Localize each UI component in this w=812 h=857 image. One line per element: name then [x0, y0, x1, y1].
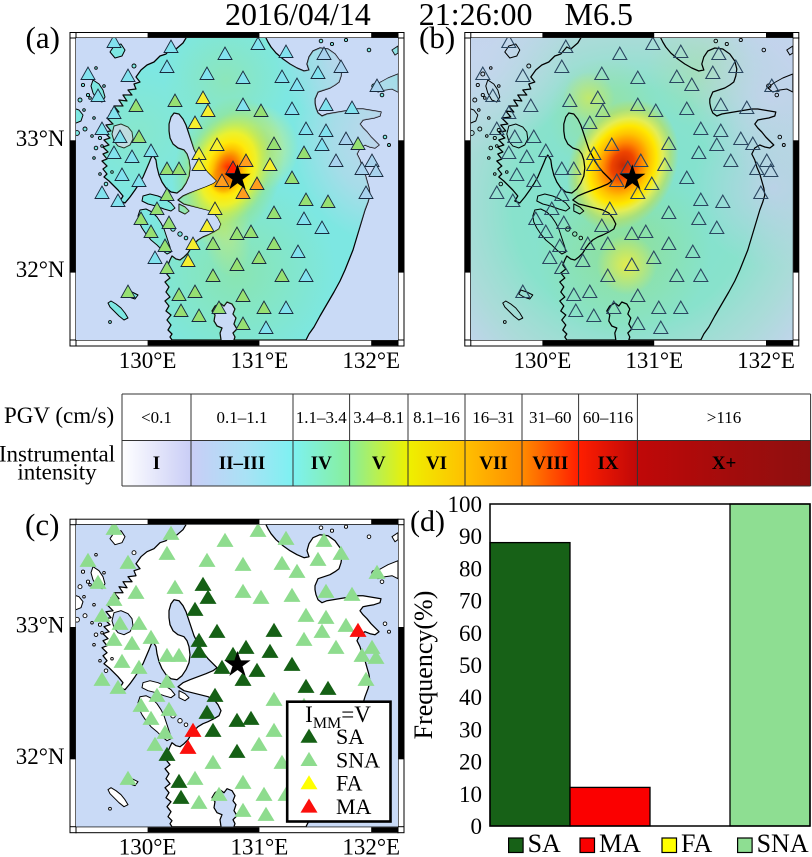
svg-text:131°E: 131°E — [625, 348, 683, 373]
svg-text:3.4–8.1: 3.4–8.1 — [353, 408, 404, 427]
svg-text:IX: IX — [597, 453, 618, 474]
svg-text:MA: MA — [336, 794, 372, 819]
svg-text:20: 20 — [459, 750, 482, 775]
svg-text:FA: FA — [681, 829, 713, 857]
svg-text:8.1–16: 8.1–16 — [413, 408, 460, 427]
svg-text:0.1–1.1: 0.1–1.1 — [217, 408, 268, 427]
svg-text:100: 100 — [448, 492, 483, 517]
svg-text:32°N: 32°N — [16, 257, 65, 282]
svg-text:<0.1: <0.1 — [141, 408, 172, 427]
svg-text:10: 10 — [459, 782, 482, 807]
svg-text:Frequency(%): Frequency(%) — [409, 591, 438, 740]
svg-text:2016/04/14 21:26:00 M6.5: 2016/04/14 21:26:00 M6.5 — [225, 0, 633, 32]
svg-text:80: 80 — [459, 556, 482, 581]
svg-text:132°E: 132°E — [342, 348, 400, 373]
svg-text:SNA: SNA — [336, 747, 380, 772]
svg-text:X+: X+ — [712, 453, 737, 474]
svg-text:IV: IV — [311, 453, 332, 474]
svg-text:60: 60 — [459, 621, 482, 646]
svg-text:33°N: 33°N — [16, 126, 65, 151]
svg-text:SA: SA — [336, 724, 364, 749]
svg-text:(a): (a) — [26, 20, 60, 55]
svg-text:VII: VII — [479, 453, 508, 474]
svg-text:PGV (cm/s): PGV (cm/s) — [4, 403, 114, 428]
svg-text:(b): (b) — [419, 20, 455, 55]
svg-text:32°N: 32°N — [16, 744, 65, 769]
svg-text:40: 40 — [459, 685, 482, 710]
svg-text:90: 90 — [459, 524, 482, 549]
svg-text:intensity: intensity — [17, 460, 97, 485]
svg-text:70: 70 — [459, 589, 482, 614]
svg-text:SNA: SNA — [757, 829, 809, 857]
svg-text:>116: >116 — [707, 408, 741, 427]
svg-text:0: 0 — [471, 814, 483, 839]
svg-text:Instrumental: Instrumental — [0, 442, 115, 467]
svg-text:31–60: 31–60 — [529, 408, 572, 427]
svg-text:131°E: 131°E — [231, 348, 289, 373]
svg-text:33°N: 33°N — [16, 613, 65, 638]
svg-text:(c): (c) — [25, 507, 59, 542]
svg-text:V: V — [372, 453, 386, 474]
svg-text:II–III: II–III — [219, 453, 265, 474]
svg-text:130°E: 130°E — [119, 835, 177, 857]
svg-text:VIII: VIII — [532, 453, 568, 474]
svg-text:131°E: 131°E — [231, 835, 289, 857]
svg-text:60–116: 60–116 — [583, 408, 633, 427]
svg-text:1.1–3.4: 1.1–3.4 — [296, 408, 348, 427]
svg-text:50: 50 — [459, 653, 482, 678]
svg-text:SA: SA — [528, 829, 561, 857]
svg-text:MA: MA — [599, 829, 641, 857]
svg-text:(d): (d) — [410, 505, 445, 538]
svg-text:I: I — [153, 453, 160, 474]
svg-text:VI: VI — [426, 453, 447, 474]
svg-text:132°E: 132°E — [737, 348, 795, 373]
svg-text:130°E: 130°E — [119, 348, 177, 373]
svg-text:130°E: 130°E — [514, 348, 572, 373]
svg-text:132°E: 132°E — [342, 835, 400, 857]
svg-text:16–31: 16–31 — [472, 408, 515, 427]
svg-text:30: 30 — [459, 717, 482, 742]
svg-text:FA: FA — [336, 771, 363, 796]
